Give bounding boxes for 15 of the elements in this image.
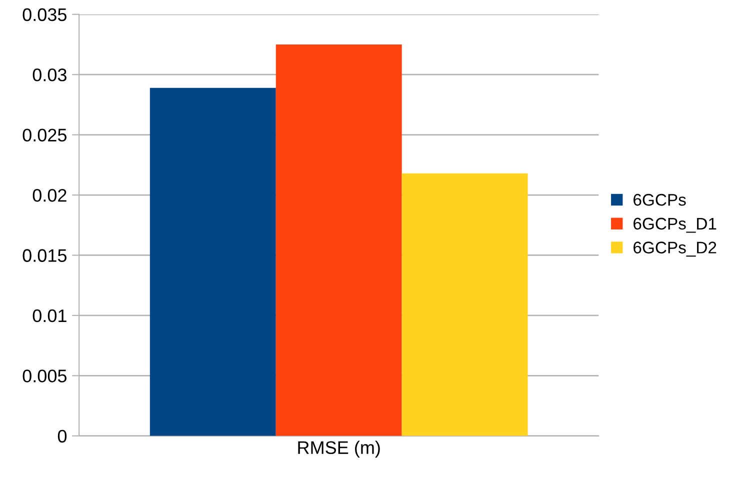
y-tick-label: 0.01	[32, 309, 66, 322]
y-tick-label: 0.015	[22, 249, 67, 262]
x-tick-label: RMSE (m)	[298, 440, 380, 458]
y-tick-label: 0.03	[32, 68, 66, 82]
legend-label: 6GCPs_D1	[634, 218, 716, 233]
y-tick-label: 0.025	[22, 128, 67, 142]
y-tick-label: 0	[58, 430, 67, 443]
y-tick-label: 0.02	[32, 188, 66, 202]
bar	[150, 88, 276, 436]
legend-label: 6GCPs	[634, 194, 686, 206]
bar	[402, 173, 528, 436]
bar	[276, 44, 402, 436]
legend-label: 6GCPs_D2	[634, 242, 716, 257]
y-tick-label: 0.035	[22, 8, 67, 22]
y-tick-label: 0.005	[22, 370, 67, 382]
